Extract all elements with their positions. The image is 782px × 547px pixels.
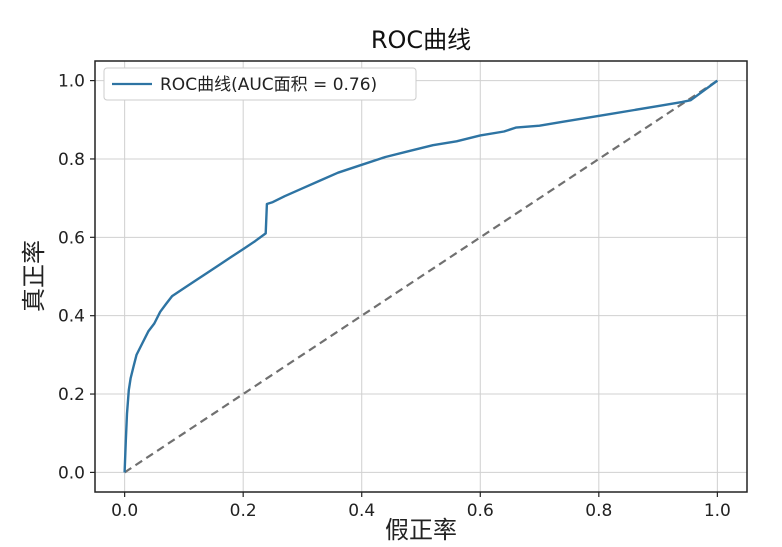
y-tick-label: 0.4 (58, 307, 85, 327)
x-tick-label: 0.8 (585, 501, 612, 521)
legend-box (103, 67, 417, 101)
x-tick-label: 0.4 (348, 501, 375, 521)
plot-frame (94, 60, 748, 493)
chart-title: ROC曲线 (371, 26, 471, 54)
x-tick-label: 1.0 (704, 501, 731, 521)
roc-curve-line (123, 79, 719, 473)
legend: ROC曲线(AUC面积 = 0.76) (103, 67, 417, 101)
y-tick-label: 0.2 (58, 385, 85, 405)
x-tick-label: 0.2 (230, 501, 257, 521)
y-tick-label: 0.8 (58, 150, 85, 170)
legend-label-roc: ROC曲线(AUC面积 = 0.76) (160, 75, 377, 95)
y-tick-label: 0.0 (58, 463, 85, 483)
y-tick-label: 0.6 (58, 228, 85, 248)
diagonal-reference-line (123, 79, 719, 474)
y-axis-label: 真正率 (20, 240, 48, 312)
series-layer (123, 79, 719, 474)
y-tick-label: 1.0 (58, 72, 85, 92)
x-axis-label: 假正率 (385, 516, 457, 544)
x-tick-label: 0.6 (467, 501, 494, 521)
x-tick-label: 0.0 (111, 501, 138, 521)
axis-ticks: 0.0 0.2 0.4 0.6 0.8 1.0 0.0 0.2 0.4 0.6 0.8 1.0 (58, 72, 731, 521)
